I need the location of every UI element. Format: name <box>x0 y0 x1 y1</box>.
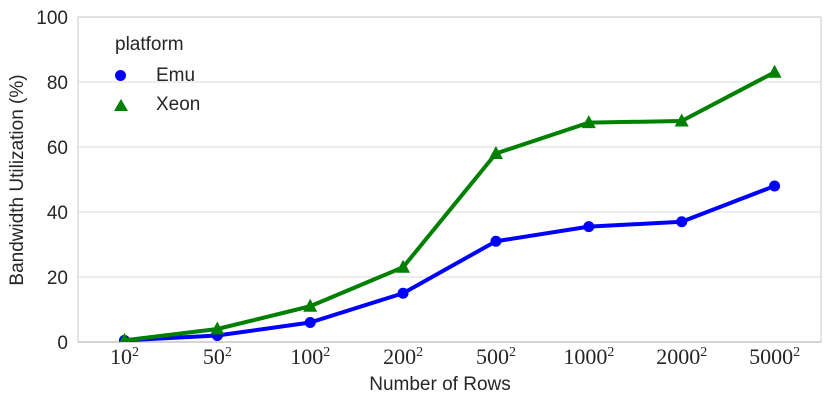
legend-items: Emu Xeon <box>112 61 200 119</box>
marker-emu-4 <box>490 235 502 247</box>
x-tick-label-50: 502 <box>203 344 232 369</box>
marker-emu-5 <box>583 221 595 233</box>
marker-xeon-1 <box>210 321 225 335</box>
series-line-xeon <box>124 70 776 342</box>
series-group <box>118 64 782 342</box>
marker-emu-2 <box>304 317 316 328</box>
legend-item-xeon: Xeon <box>112 90 200 119</box>
legend-item-emu: Emu <box>112 61 200 90</box>
marker-xeon-0 <box>119 332 130 342</box>
legend-title: platform <box>115 34 184 55</box>
x-tick-label-2000: 20002 <box>656 344 707 369</box>
circle-marker-icon <box>112 70 129 81</box>
marker-emu-7 <box>769 180 781 192</box>
x-tick-label-100: 1002 <box>290 344 330 369</box>
y-tick-label-60: 60 <box>47 138 68 159</box>
y-tick-label-80: 80 <box>47 73 68 94</box>
x-tick-label-5000: 50002 <box>749 344 800 369</box>
marker-emu-3 <box>397 287 409 299</box>
y-axis-label: Bandwidth Utilization (%) <box>7 74 28 286</box>
marker-xeon-2 <box>303 298 318 312</box>
triangle-marker-icon <box>112 98 129 111</box>
x-tick-label-500: 5002 <box>476 344 516 369</box>
legend-label: Xeon <box>156 93 201 115</box>
x-tick-label-200: 2002 <box>383 344 423 369</box>
marker-xeon-4 <box>488 146 503 159</box>
legend: platform Emu Xeon <box>112 34 200 119</box>
y-tick-label-20: 20 <box>47 268 68 289</box>
marker-xeon-5 <box>581 115 596 129</box>
x-axis-label: Number of Rows <box>369 374 511 395</box>
legend-label: Emu <box>156 64 196 86</box>
y-tick-label-40: 40 <box>47 203 68 224</box>
legend-marker-shape <box>113 98 128 111</box>
x-tick-label-1000: 10002 <box>563 344 614 369</box>
x-tick-label-10: 102 <box>110 344 139 369</box>
y-tick-label-0: 0 <box>57 333 68 354</box>
marker-xeon-6 <box>674 113 689 127</box>
series-line-emu <box>124 184 776 342</box>
y-tick-label-100: 100 <box>36 8 68 29</box>
marker-xeon-7 <box>767 64 782 78</box>
legend-marker-shape <box>115 70 126 81</box>
marker-xeon-3 <box>396 259 411 273</box>
marker-emu-6 <box>676 216 688 228</box>
